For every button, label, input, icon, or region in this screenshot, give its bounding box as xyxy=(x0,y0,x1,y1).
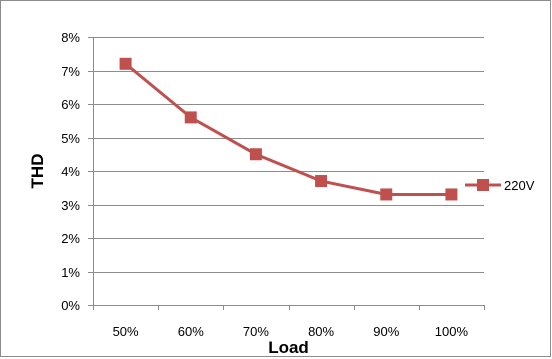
y-axis-title: THD xyxy=(28,154,47,189)
x-tick-label: 80% xyxy=(308,324,334,339)
legend-label: 220V xyxy=(504,178,535,193)
x-tick-label: 90% xyxy=(373,324,399,339)
x-tick-label: 60% xyxy=(178,324,204,339)
y-tick-label: 7% xyxy=(61,64,80,79)
data-point-marker xyxy=(445,188,458,201)
x-tick-label: 70% xyxy=(243,324,269,339)
data-point-marker xyxy=(380,188,393,201)
series-220v xyxy=(119,57,458,201)
legend-marker xyxy=(477,179,489,191)
series-line xyxy=(124,62,452,196)
y-tick-label: 2% xyxy=(61,231,80,246)
y-tick-label: 6% xyxy=(61,97,80,112)
data-point-marker xyxy=(249,148,262,161)
y-tick-label: 5% xyxy=(61,131,80,146)
axes xyxy=(88,37,485,310)
x-axis-title: Load xyxy=(268,338,309,357)
data-point-marker xyxy=(184,111,197,124)
gridlines xyxy=(93,37,484,273)
y-tick-label: 0% xyxy=(61,298,80,313)
x-tick-labels: 50% 60% 70% 80% 90% 100% xyxy=(113,324,469,339)
x-tick-label: 100% xyxy=(435,324,469,339)
y-tick-label: 1% xyxy=(61,265,80,280)
x-tick-label: 50% xyxy=(113,324,139,339)
legend: 220V xyxy=(465,178,535,193)
data-point-marker xyxy=(315,175,328,188)
y-tick-label: 8% xyxy=(61,30,80,45)
y-tick-label: 3% xyxy=(61,198,80,213)
y-tick-labels: 0% 1% 2% 3% 4% 5% 6% 7% 8% xyxy=(61,30,80,313)
data-point-marker xyxy=(119,57,132,70)
y-tick-label: 4% xyxy=(61,164,80,179)
